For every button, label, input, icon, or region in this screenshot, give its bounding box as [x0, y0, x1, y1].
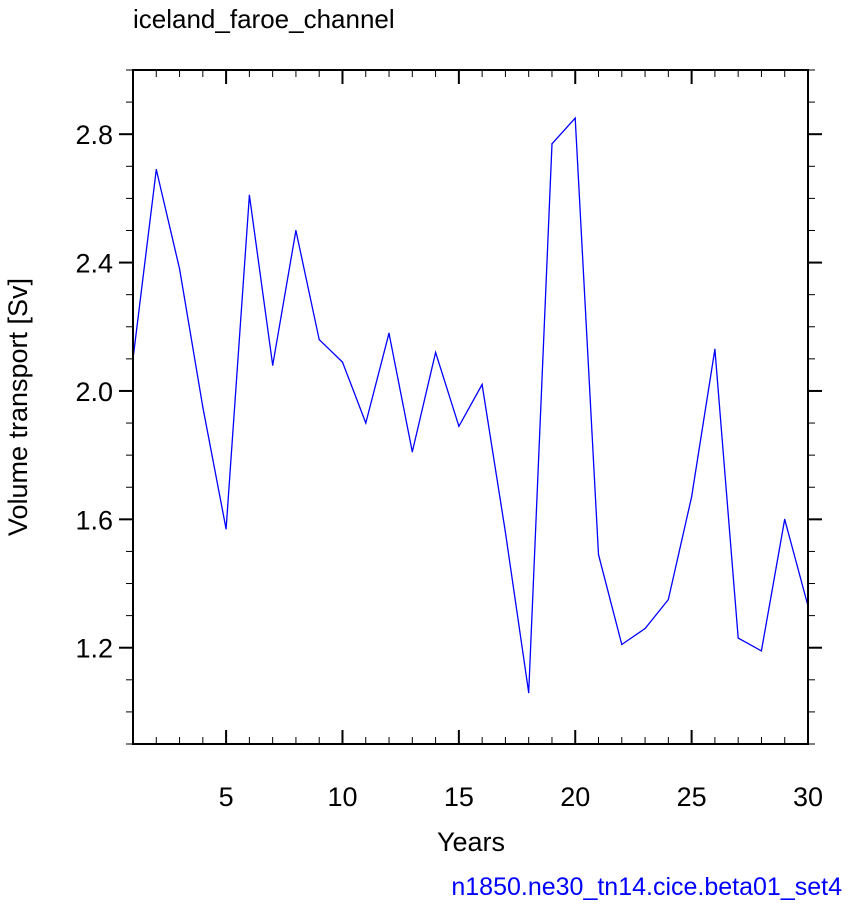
- data-point: [667, 598, 669, 601]
- data-point: [644, 627, 646, 630]
- y-tick-label: 2.4: [75, 249, 113, 279]
- data-point: [155, 168, 157, 171]
- data-point: [202, 406, 204, 408]
- data-points: [132, 117, 809, 694]
- data-point: [481, 383, 483, 386]
- data-point: [737, 637, 739, 639]
- data-point: [434, 351, 437, 354]
- data-point: [504, 531, 507, 533]
- x-tick-label: 20: [560, 782, 590, 812]
- major-ticks: [119, 70, 822, 744]
- x-tick-label: 25: [677, 782, 707, 812]
- x-tick-label: 30: [793, 782, 823, 812]
- data-point: [621, 643, 623, 646]
- data-point: [248, 194, 250, 196]
- data-point: [784, 518, 786, 520]
- data-point: [388, 332, 390, 334]
- data-point: [458, 425, 460, 427]
- x-tick-labels: 5 10 15 20 25 30: [219, 782, 823, 812]
- y-axis-label: Volume transport [Sv]: [3, 278, 33, 536]
- x-axis-label: Years: [437, 827, 505, 857]
- x-tick-label: 10: [327, 782, 357, 812]
- y-tick-label: 2.8: [75, 120, 113, 150]
- y-tick-label: 2.0: [75, 377, 113, 407]
- y-tick-labels: 1.2 1.6 2.0 2.4 2.8: [75, 120, 113, 664]
- x-tick-label: 5: [219, 782, 234, 812]
- data-point: [272, 364, 274, 366]
- data-point: [574, 117, 576, 119]
- data-point: [225, 528, 227, 530]
- data-point: [295, 229, 297, 232]
- chart-title: iceland_faroe_channel: [133, 4, 395, 34]
- data-point: [365, 422, 367, 424]
- data-point: [318, 339, 320, 341]
- y-tick-label: 1.6: [75, 505, 113, 535]
- data-point: [528, 692, 530, 694]
- data-point: [551, 143, 553, 145]
- chart-subtitle: n1850.ne30_tn14.cice.beta01_set4: [451, 873, 842, 901]
- data-point: [760, 650, 763, 652]
- x-tick-label: 15: [444, 782, 474, 812]
- data-point: [178, 268, 181, 270]
- data-point: [691, 496, 693, 498]
- minor-ticks: [126, 69, 815, 745]
- series-line: [132, 116, 809, 693]
- data-point: [411, 451, 413, 453]
- data-point: [341, 361, 344, 363]
- y-tick-label: 1.2: [75, 634, 113, 664]
- data-point: [597, 554, 600, 556]
- plot-frame: [132, 69, 809, 745]
- data-point: [714, 348, 716, 350]
